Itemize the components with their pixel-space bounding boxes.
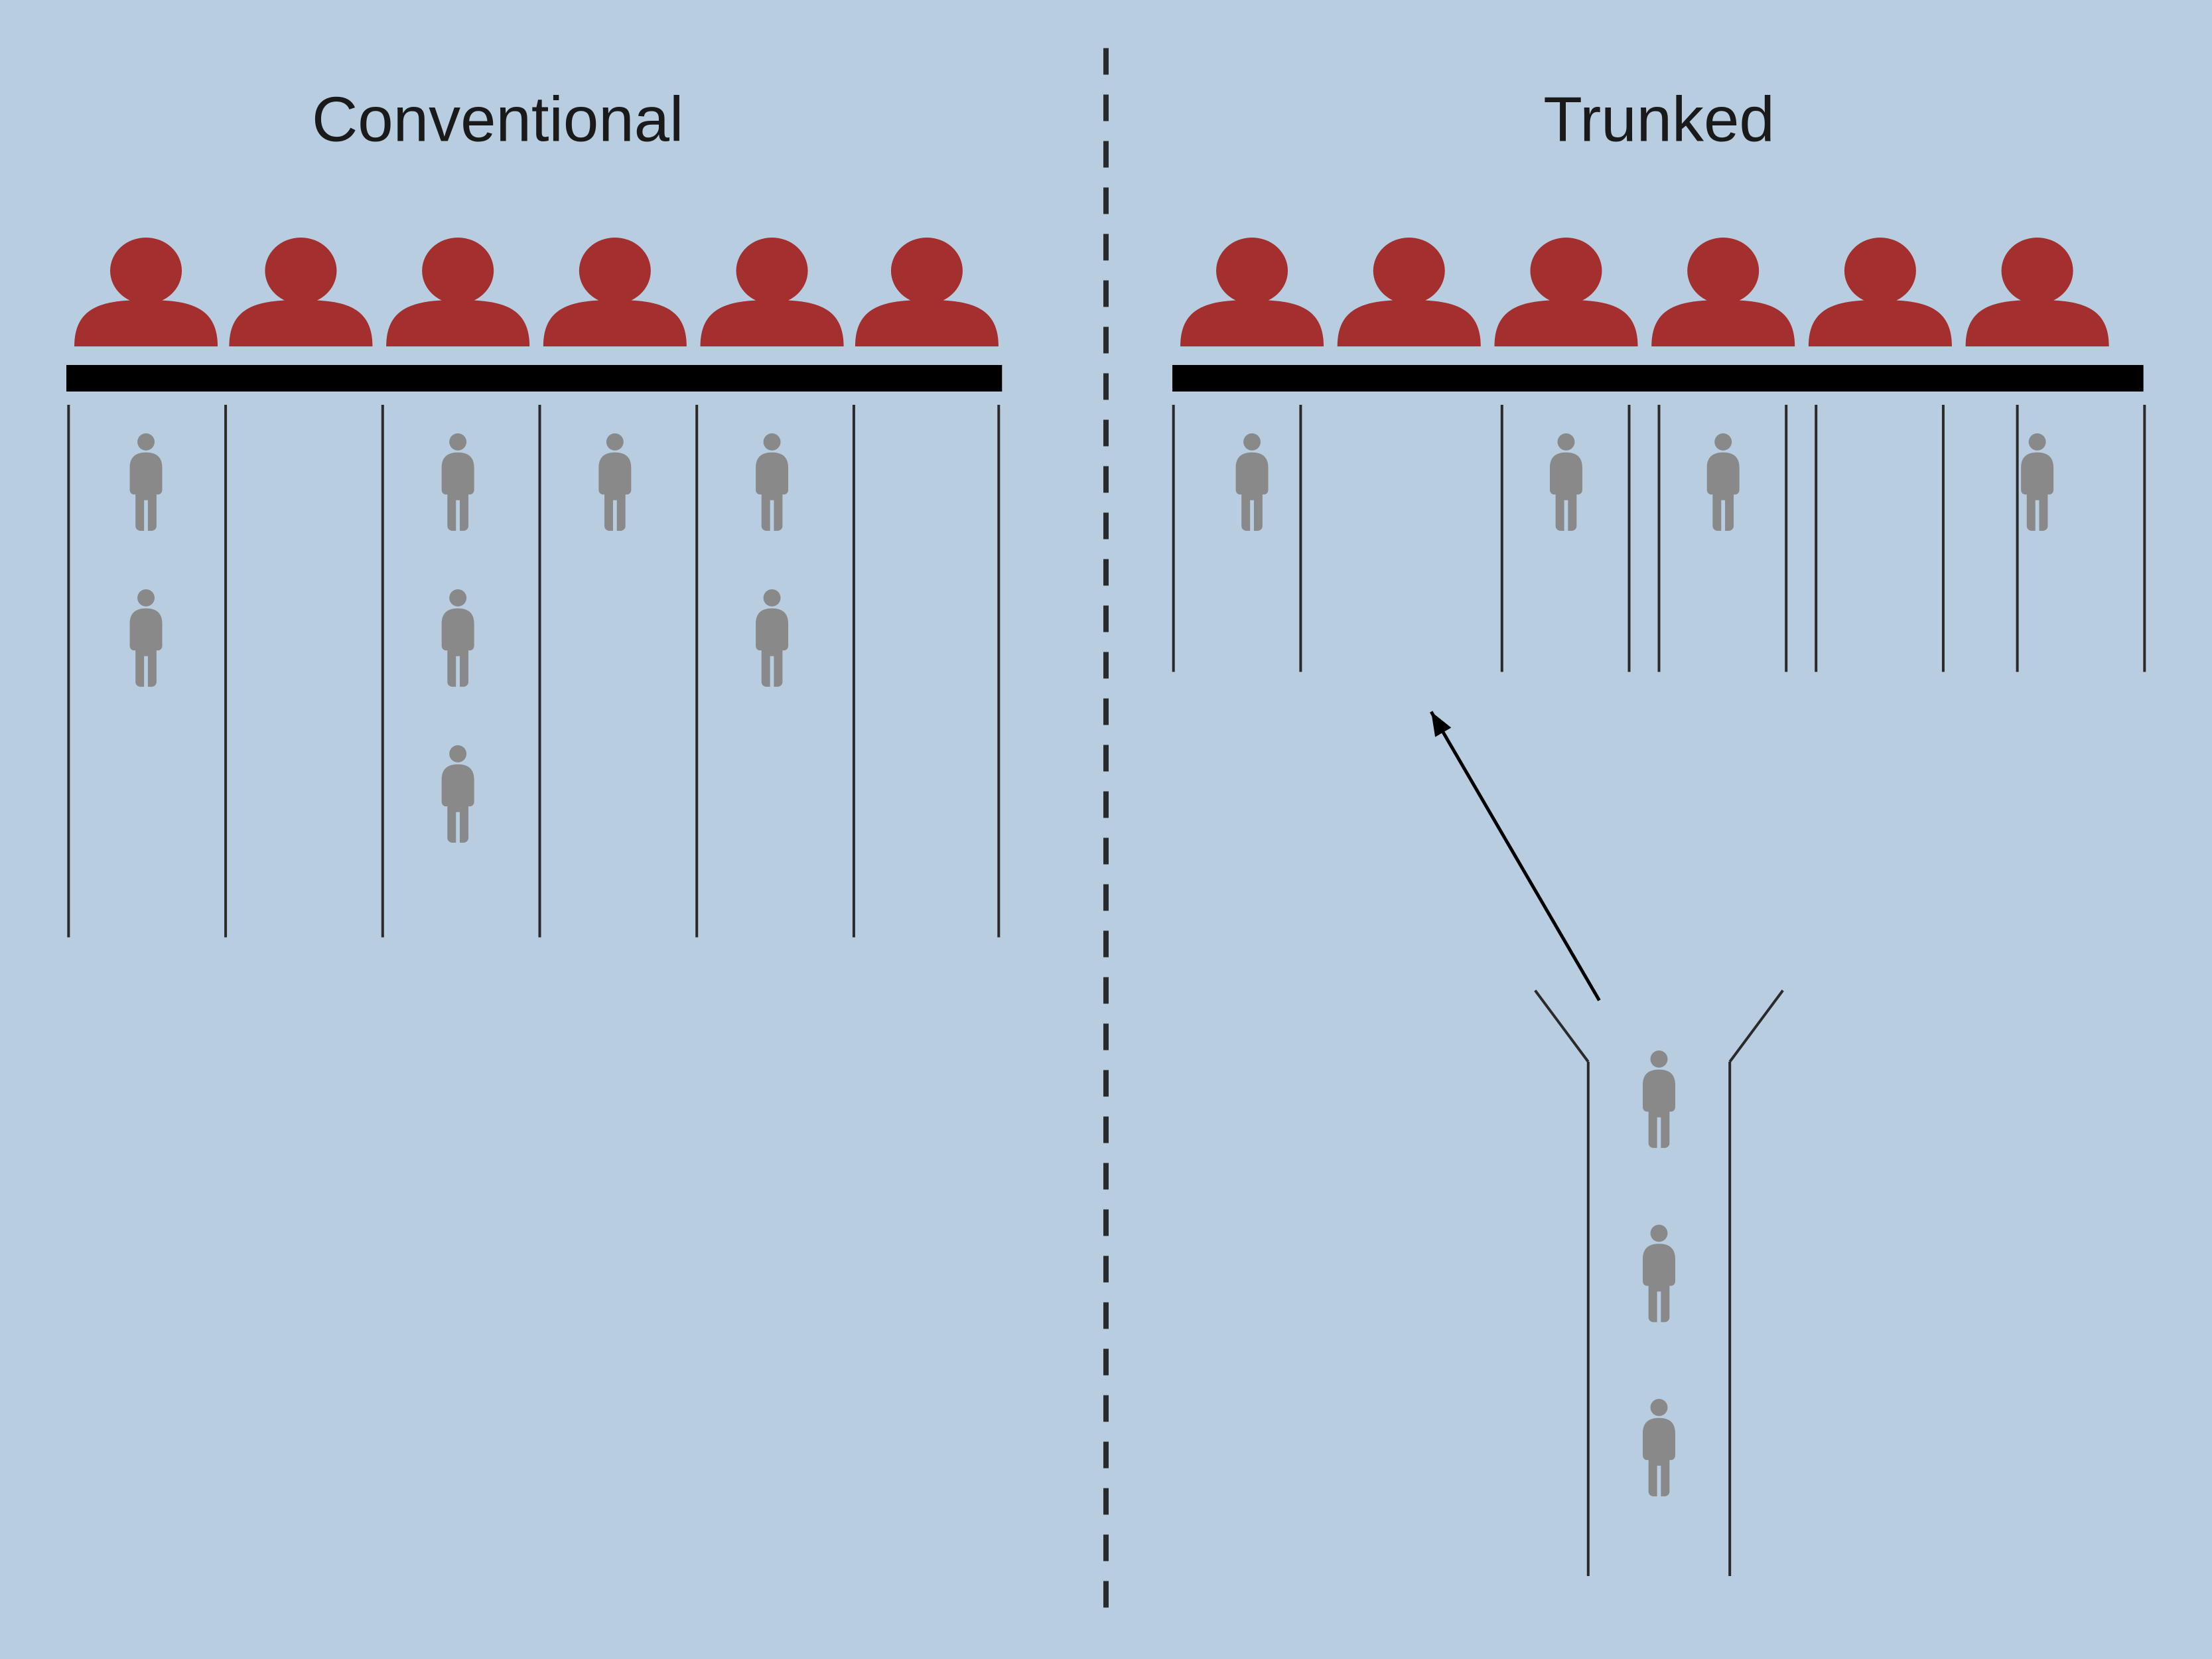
left-counter	[66, 365, 1002, 392]
diagram-canvas: Conventional Trunked	[0, 0, 2212, 1659]
right-counter	[1172, 365, 2144, 392]
right-title: Trunked	[1543, 84, 1775, 155]
left-title: Conventional	[312, 84, 683, 155]
